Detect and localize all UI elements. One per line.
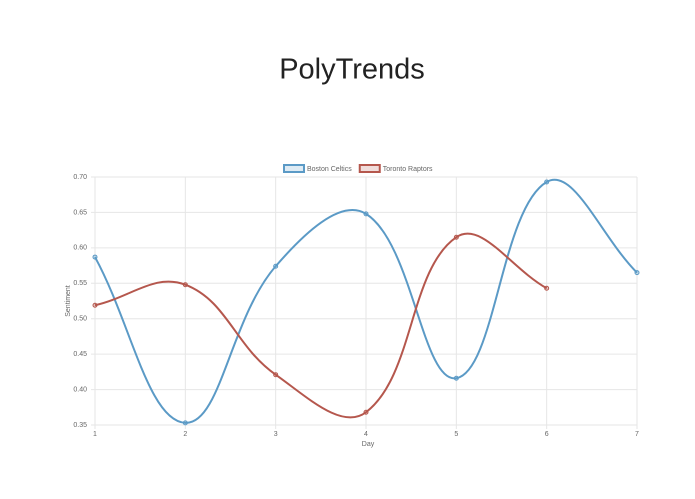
data-point [453,234,459,240]
data-point [544,285,550,291]
data-point [92,254,98,260]
x-tick-label: 1 [93,431,97,438]
data-point [273,372,279,378]
x-tick-label: 2 [183,431,187,438]
series-line [94,232,548,419]
y-tick-label: 0.65 [73,209,87,216]
x-tick-label: 3 [274,431,278,438]
y-tick-label: 0.40 [73,386,87,393]
y-tick-label: 0.50 [73,316,87,323]
y-tick-label: 0.60 [73,245,87,252]
data-point [273,263,279,269]
x-axis-label: Day [362,441,375,448]
data-point [634,270,640,276]
y-tick-label: 0.70 [73,174,87,181]
y-axis-label: Sentiment [65,285,72,317]
y-tick-label: 0.55 [73,280,87,287]
x-tick-label: 5 [454,431,458,438]
data-point [544,179,550,185]
legend-label: Toronto Raptors [383,166,433,173]
x-tick-label: 7 [635,431,639,438]
data-point [182,282,188,288]
data-point [92,302,98,308]
data-point [363,409,369,415]
legend-swatch [283,164,305,173]
data-point [182,420,188,426]
data-point [453,375,459,381]
y-tick-label: 0.35 [73,422,87,429]
y-tick-label: 0.45 [73,351,87,358]
chart-title: PolyTrends [279,54,425,86]
legend-swatch [358,164,381,173]
data-point [363,211,369,217]
x-tick-label: 6 [545,431,549,438]
legend-label: Boston Celtics [307,166,352,173]
x-tick-label: 4 [364,431,368,438]
series-line [94,178,638,424]
